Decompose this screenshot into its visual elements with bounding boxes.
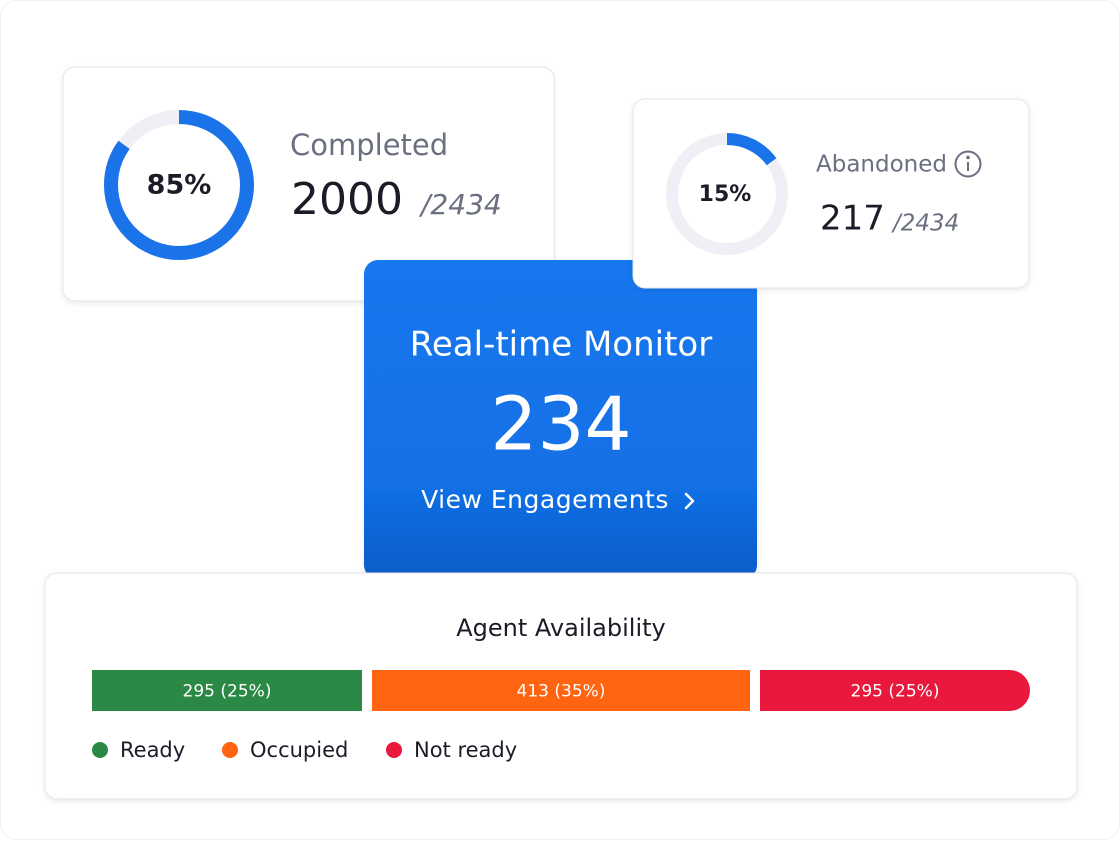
bar-label: 413 (35%) <box>517 682 606 702</box>
card-label: Abandoned <box>816 152 947 178</box>
legend-dot <box>222 742 238 758</box>
abandoned-card <box>632 98 1030 289</box>
donut-arc <box>666 133 788 255</box>
percent-label: 85% <box>147 170 212 201</box>
chevron-icon[interactable] <box>684 492 695 510</box>
card-label: Completed <box>290 128 448 162</box>
bar-segment <box>760 670 1030 711</box>
card-value: 217 <box>820 199 885 239</box>
view-engagements-link[interactable]: View Engagements <box>421 485 695 514</box>
legend-label: Ready <box>120 738 185 762</box>
card-total: /2434 <box>418 188 502 221</box>
monitor-value: 234 <box>490 382 631 468</box>
availability-title: Agent Availability <box>456 614 665 642</box>
info-circle[interactable] <box>954 150 982 178</box>
card-value: 2000 <box>291 174 403 225</box>
monitor-card <box>364 260 757 579</box>
legend-label: Occupied <box>250 738 348 762</box>
legend-label: Not ready <box>414 738 517 762</box>
link-text[interactable]: View Engagements <box>421 485 669 514</box>
info-dot[interactable] <box>966 155 970 160</box>
bar-label: 295 (25%) <box>183 682 272 702</box>
card-total: /2434 <box>891 211 959 237</box>
completed-card <box>62 66 555 302</box>
legend-dot <box>92 742 108 758</box>
bar-segment <box>372 670 750 711</box>
bar-segment <box>92 670 362 711</box>
legend-dot <box>386 742 402 758</box>
bar-label: 295 (25%) <box>851 682 940 702</box>
info-icon[interactable] <box>954 150 982 178</box>
percent-label: 15% <box>699 182 752 207</box>
donut-arc <box>104 110 254 260</box>
monitor-title: Real-time Monitor <box>410 325 712 365</box>
